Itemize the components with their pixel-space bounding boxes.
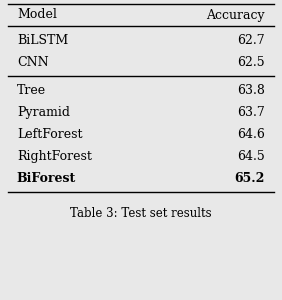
Text: Tree: Tree [17, 83, 46, 97]
Text: 64.5: 64.5 [237, 149, 265, 163]
Text: LeftForest: LeftForest [17, 128, 82, 140]
Text: 63.7: 63.7 [237, 106, 265, 118]
Text: 64.6: 64.6 [237, 128, 265, 140]
Text: 62.7: 62.7 [237, 34, 265, 46]
Text: Model: Model [17, 8, 57, 22]
Text: RightForest: RightForest [17, 149, 92, 163]
Text: Accuracy: Accuracy [206, 8, 265, 22]
Text: BiForest: BiForest [17, 172, 76, 184]
Text: BiLSTM: BiLSTM [17, 34, 68, 46]
Text: Table 3: Test set results: Table 3: Test set results [70, 207, 212, 220]
Text: 63.8: 63.8 [237, 83, 265, 97]
Text: Pyramid: Pyramid [17, 106, 70, 118]
Text: 62.5: 62.5 [237, 56, 265, 68]
Text: 65.2: 65.2 [235, 172, 265, 184]
Text: CNN: CNN [17, 56, 49, 68]
